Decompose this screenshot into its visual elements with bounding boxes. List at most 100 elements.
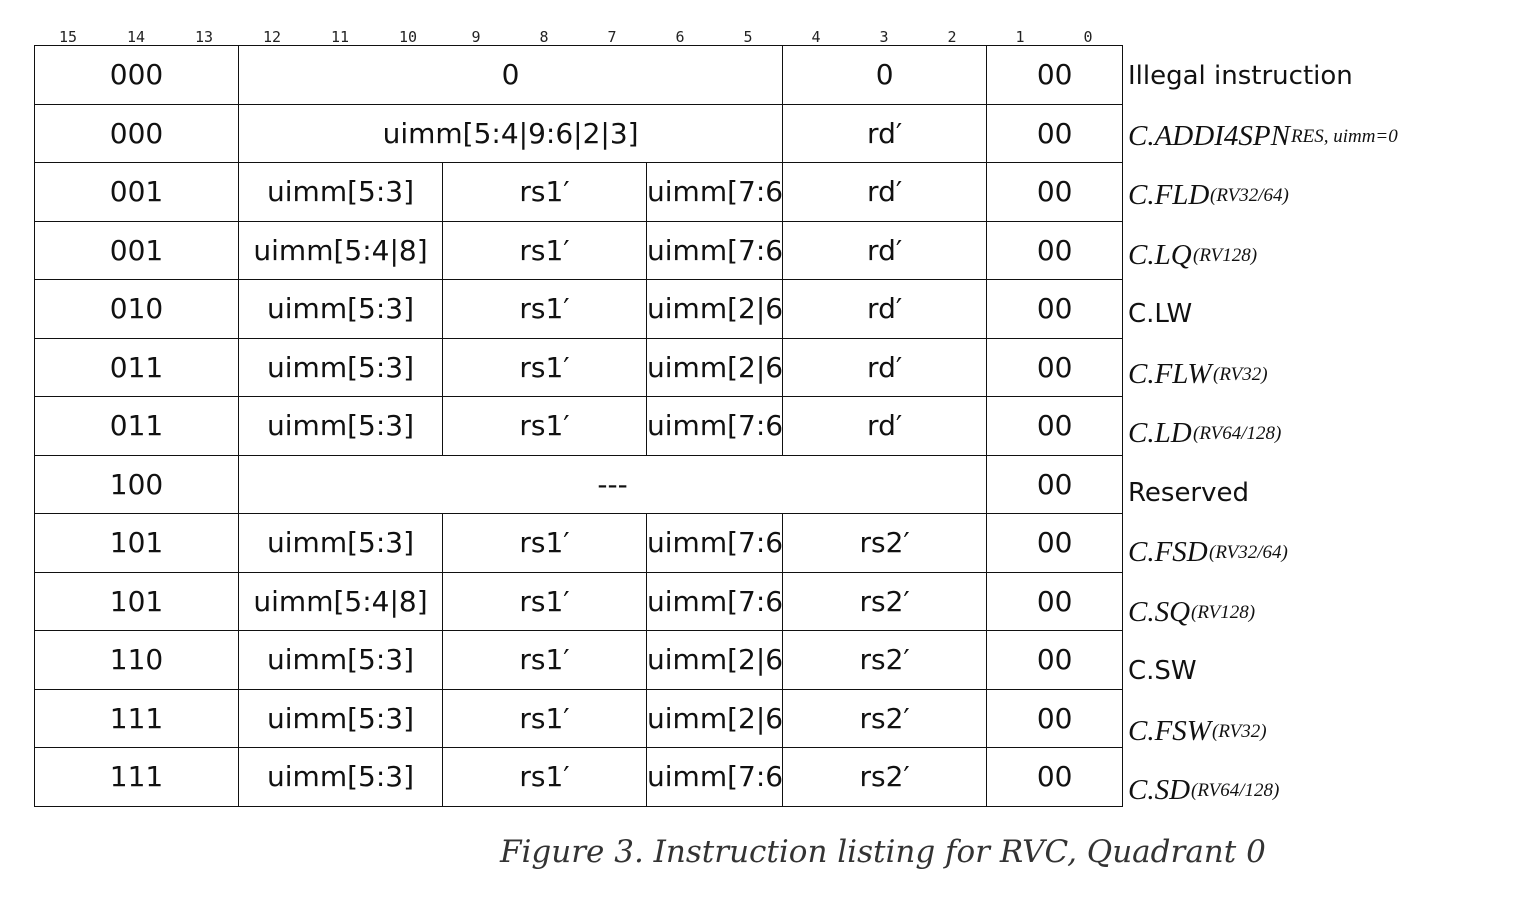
encoding-field: rs2′ bbox=[782, 513, 988, 573]
instruction-mnemonic: C.LW bbox=[1128, 299, 1193, 329]
encoding-field: rd′ bbox=[782, 279, 988, 339]
instruction-mnemonic: C.LQ bbox=[1128, 238, 1192, 271]
encoding-row: 011 uimm[5:3] rs1′ uimm[7:6] rd′ 00 bbox=[33, 396, 1124, 456]
encoding-field: rd′ bbox=[782, 396, 988, 456]
encoding-row: 111 uimm[5:3] rs1′ uimm[7:6] rs2′ 00 bbox=[33, 747, 1124, 807]
encoding-field: uimm[2|6] bbox=[646, 688, 784, 748]
instruction-subscript: (RV32) bbox=[1213, 363, 1268, 385]
encoding-field: 011 bbox=[33, 337, 240, 397]
encoding-field: rd′ bbox=[782, 103, 988, 163]
encoding-field: 0 bbox=[238, 45, 784, 105]
instruction-subscript: (RV32/64) bbox=[1209, 542, 1288, 563]
encoding-field: uimm[5:4|9:6|2|3] bbox=[238, 103, 784, 163]
bit-number: 3 bbox=[879, 28, 889, 46]
bit-number: 13 bbox=[194, 28, 214, 46]
encoding-row: 111 uimm[5:3] rs1′ uimm[2|6] rs2′ 00 bbox=[33, 688, 1124, 748]
instruction-subscript: RES, uimm=0 bbox=[1291, 125, 1398, 147]
encoding-field: 010 bbox=[33, 279, 240, 339]
encoding-field: 00 bbox=[986, 747, 1124, 807]
encoding-field: 101 bbox=[33, 571, 240, 631]
instruction-subscript: (RV128) bbox=[1191, 601, 1256, 623]
encoding-field: 111 bbox=[33, 747, 240, 807]
encoding-field: rs1′ bbox=[442, 630, 648, 690]
bit-number: 2 bbox=[947, 28, 957, 46]
encoding-field: 00 bbox=[986, 630, 1124, 690]
bit-number: 14 bbox=[126, 28, 146, 46]
instruction-name: C.FSD (RV32/64) bbox=[1128, 523, 1508, 583]
instruction-mnemonic: C.SQ bbox=[1128, 595, 1191, 628]
instruction-name: C.FLD (RV32/64) bbox=[1128, 166, 1508, 226]
encoding-field: 000 bbox=[33, 45, 240, 105]
instruction-name: C.SD (RV64/128) bbox=[1128, 761, 1508, 821]
instruction-mnemonic: C.FLD bbox=[1128, 179, 1210, 211]
encoding-field: --- bbox=[238, 454, 988, 514]
instruction-name: C.LD (RV64/128) bbox=[1128, 404, 1508, 464]
encoding-field: 00 bbox=[986, 162, 1124, 222]
encoding-row: 011 uimm[5:3] rs1′ uimm[2|6] rd′ 00 bbox=[33, 337, 1124, 397]
instruction-subscript: (RV64/128) bbox=[1191, 780, 1280, 801]
encoding-field: uimm[7:6] bbox=[646, 396, 784, 456]
encoding-row: 001 uimm[5:3] rs1′ uimm[7:6] rd′ 00 bbox=[33, 162, 1124, 222]
encoding-row: 000 0 0 00 bbox=[33, 45, 1124, 105]
instruction-name: Reserved bbox=[1128, 464, 1508, 524]
encoding-row: 001 uimm[5:4|8] rs1′ uimm[7:6] rd′ 00 bbox=[33, 220, 1124, 280]
encoding-field: rs1′ bbox=[442, 162, 648, 222]
encoding-field: 00 bbox=[986, 396, 1124, 456]
encoding-field: uimm[5:4|8] bbox=[238, 220, 444, 280]
encoding-field: rd′ bbox=[782, 220, 988, 280]
encoding-field: 00 bbox=[986, 337, 1124, 397]
bit-number: 0 bbox=[1083, 28, 1093, 46]
instruction-encoding-table: 000 0 0 00 000 uimm[5:4|9:6|2|3] rd′ 00 001 uimm[… bbox=[33, 45, 1124, 807]
instruction-name: C.SW bbox=[1128, 642, 1508, 702]
instruction-name: C.FLW (RV32) bbox=[1128, 345, 1508, 405]
encoding-field: 110 bbox=[33, 630, 240, 690]
instruction-name-column: Illegal instruction C.ADDI4SPN RES, uimm=0… bbox=[1128, 47, 1508, 821]
encoding-field: 00 bbox=[986, 220, 1124, 280]
encoding-field: rs2′ bbox=[782, 688, 988, 748]
encoding-field: rs2′ bbox=[782, 747, 988, 807]
instruction-name: C.SQ (RV128) bbox=[1128, 583, 1508, 643]
encoding-field: uimm[5:4|8] bbox=[238, 571, 444, 631]
encoding-field: rs2′ bbox=[782, 571, 988, 631]
encoding-field: uimm[5:3] bbox=[238, 513, 444, 573]
encoding-field: rs2′ bbox=[782, 630, 988, 690]
instruction-mnemonic: C.SD bbox=[1128, 774, 1191, 806]
encoding-field: uimm[5:3] bbox=[238, 630, 444, 690]
instruction-mnemonic: C.FLW bbox=[1128, 357, 1212, 390]
bit-number: 15 bbox=[58, 28, 78, 46]
instruction-name: C.LQ (RV128) bbox=[1128, 226, 1508, 286]
encoding-field: 00 bbox=[986, 279, 1124, 339]
instruction-name: C.ADDI4SPN RES, uimm=0 bbox=[1128, 107, 1508, 167]
bit-number: 8 bbox=[539, 28, 549, 46]
encoding-field: uimm[5:3] bbox=[238, 162, 444, 222]
encoding-field: rd′ bbox=[782, 162, 988, 222]
encoding-field: rs1′ bbox=[442, 747, 648, 807]
encoding-field: uimm[5:3] bbox=[238, 688, 444, 748]
bit-number-header: 15 14 13 12 11 10 9 8 7 6 5 4 3 2 1 0 bbox=[34, 28, 1122, 46]
instruction-subscript: (RV32) bbox=[1212, 720, 1267, 742]
bit-number: 10 bbox=[398, 28, 418, 46]
instruction-subscript: (RV64/128) bbox=[1193, 423, 1282, 444]
encoding-field: rs1′ bbox=[442, 513, 648, 573]
instruction-mnemonic: C.LD bbox=[1128, 417, 1192, 449]
instruction-subscript: (RV128) bbox=[1193, 244, 1258, 266]
bit-number: 4 bbox=[811, 28, 821, 46]
encoding-field: rs1′ bbox=[442, 396, 648, 456]
encoding-field: uimm[2|6] bbox=[646, 630, 784, 690]
encoding-field: 00 bbox=[986, 454, 1124, 514]
encoding-field: uimm[5:3] bbox=[238, 279, 444, 339]
encoding-field: 000 bbox=[33, 103, 240, 163]
encoding-field: 00 bbox=[986, 103, 1124, 163]
encoding-field: rs1′ bbox=[442, 337, 648, 397]
encoding-row: 000 uimm[5:4|9:6|2|3] rd′ 00 bbox=[33, 103, 1124, 163]
encoding-field: uimm[7:6] bbox=[646, 162, 784, 222]
instruction-mnemonic: Illegal instruction bbox=[1128, 61, 1353, 91]
instruction-name: C.LW bbox=[1128, 285, 1508, 345]
bit-number: 7 bbox=[607, 28, 617, 46]
instruction-subscript: (RV32/64) bbox=[1210, 185, 1289, 206]
bit-number: 11 bbox=[330, 28, 350, 46]
encoding-field: 001 bbox=[33, 220, 240, 280]
encoding-field: rs1′ bbox=[442, 688, 648, 748]
bit-number: 5 bbox=[743, 28, 753, 46]
instruction-mnemonic: C.FSD bbox=[1128, 536, 1208, 568]
